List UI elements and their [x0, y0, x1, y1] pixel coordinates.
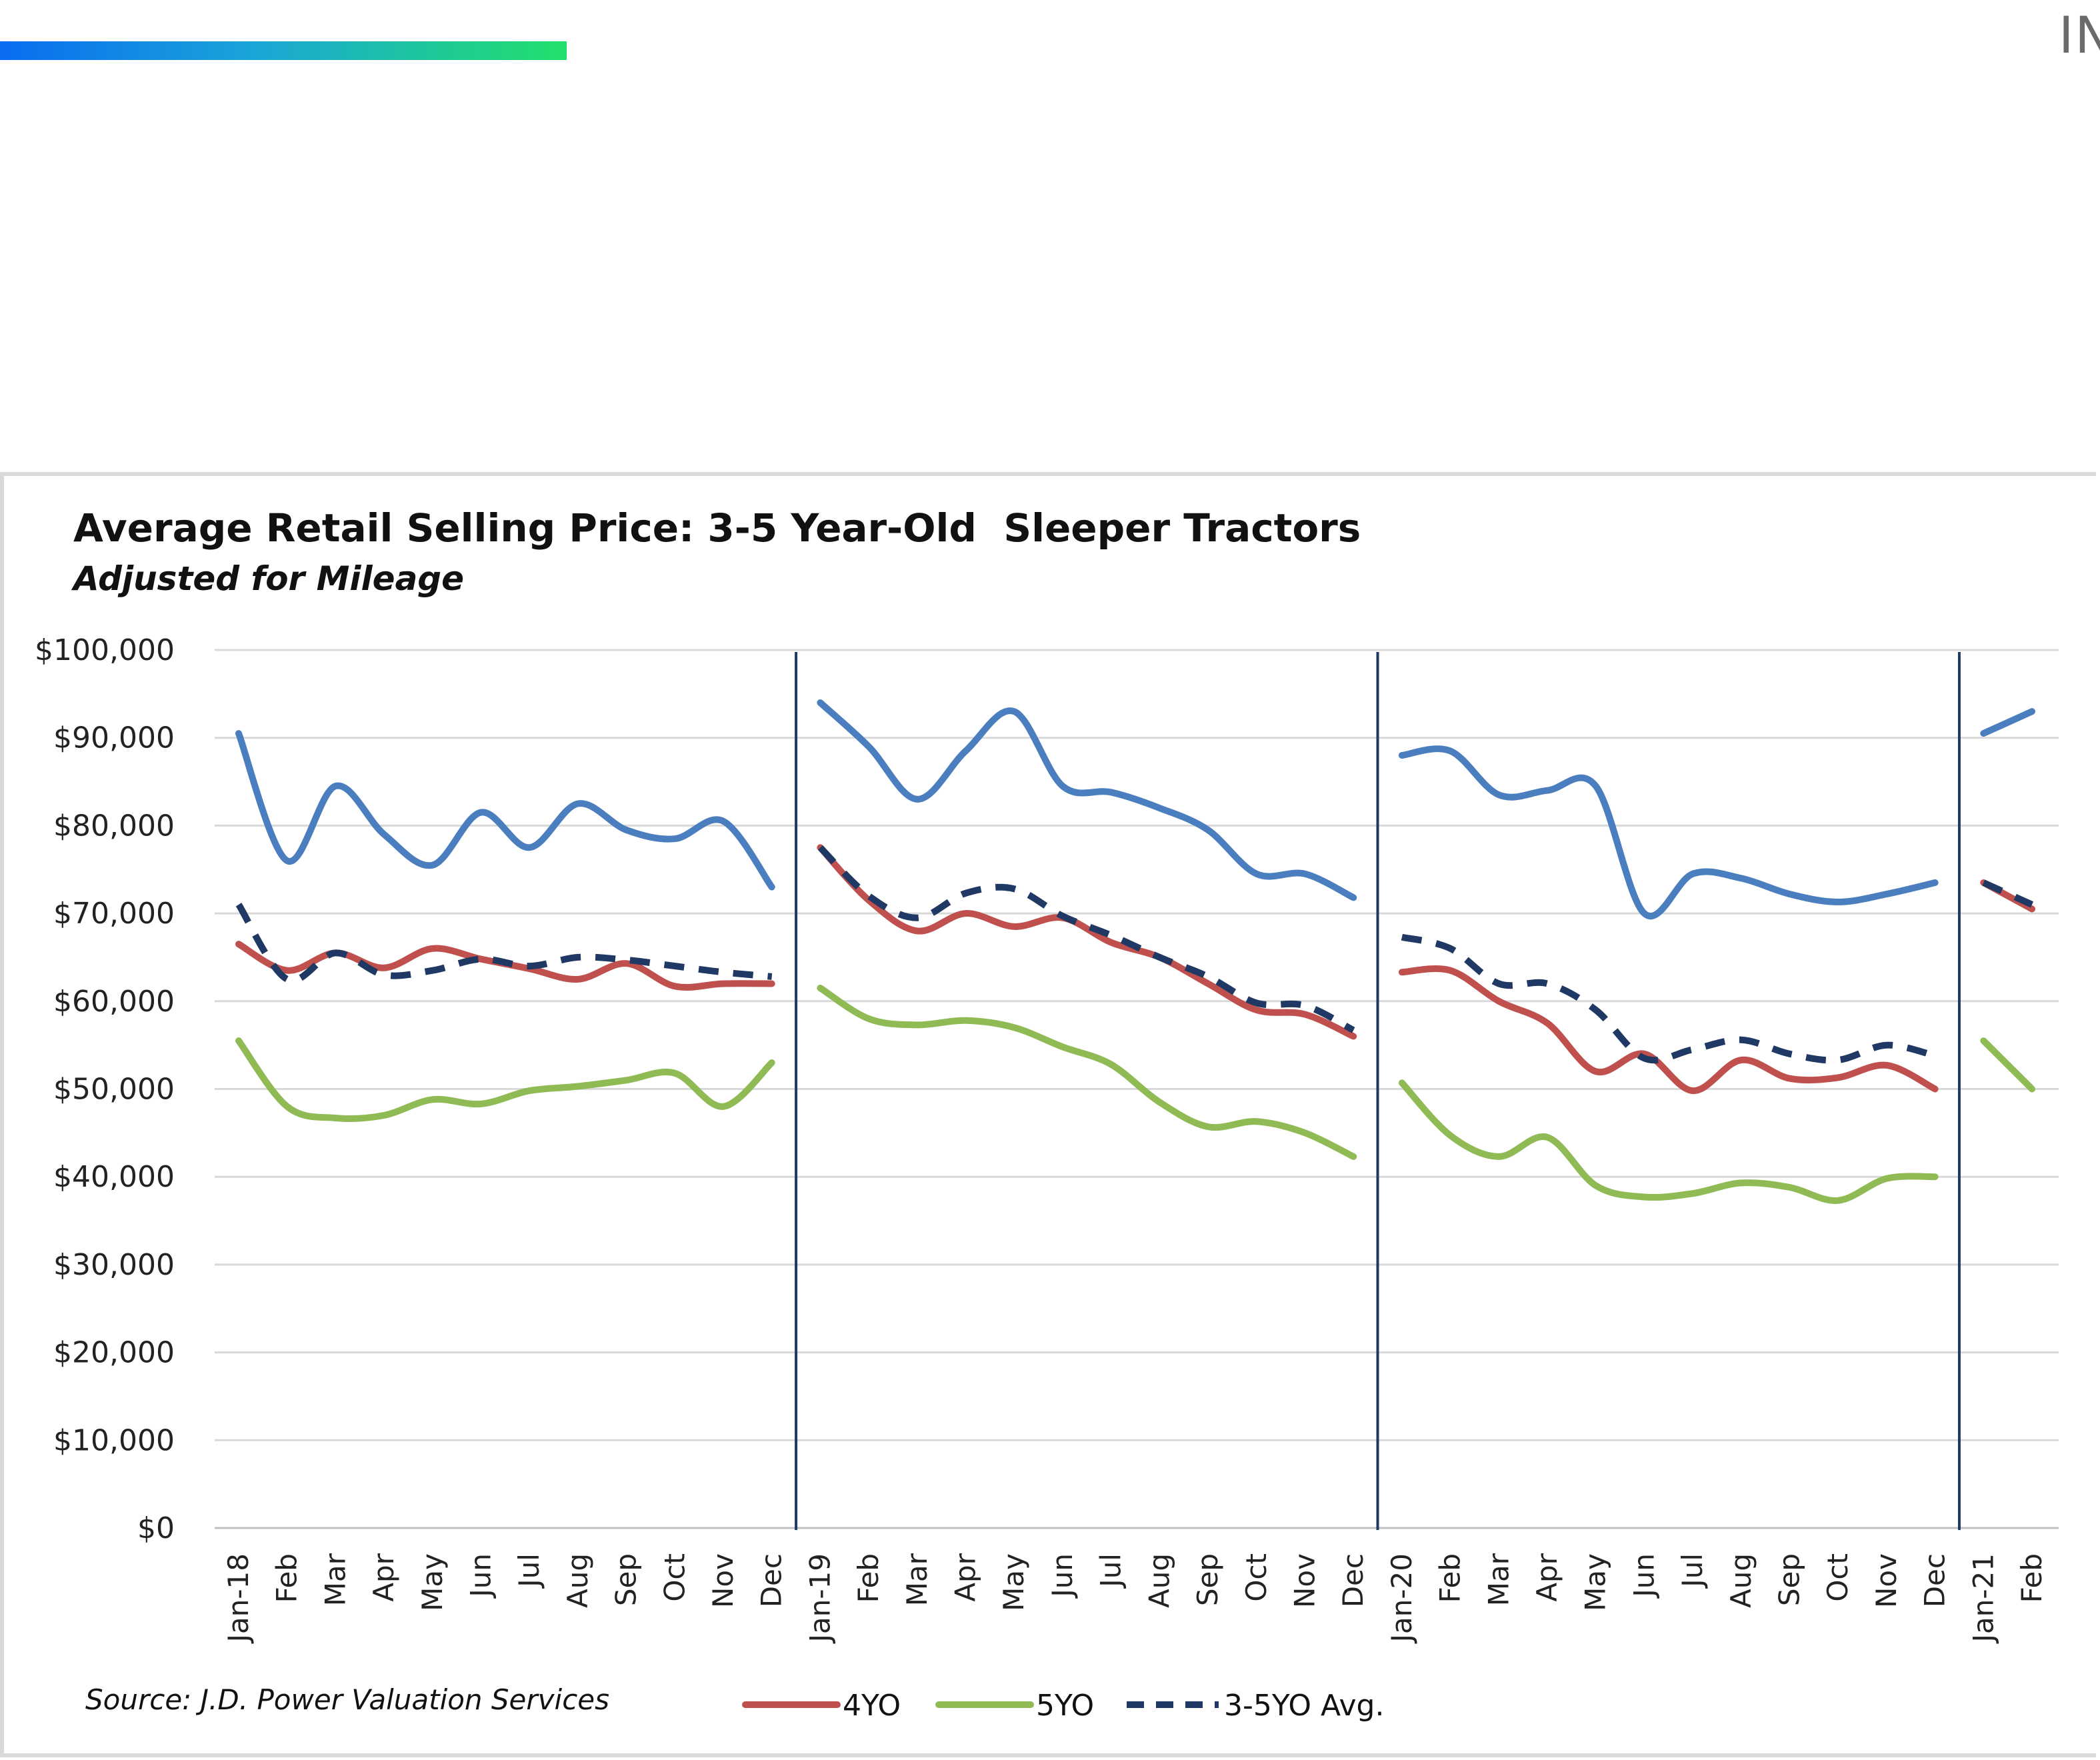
x-tick-label: Feb [2015, 1553, 2048, 1603]
x-tick-label: Mar [1482, 1553, 1515, 1606]
x-tick-label: Oct [658, 1553, 691, 1602]
series-lines [235, 699, 2035, 1204]
x-tick-label: Nov [1288, 1553, 1321, 1608]
x-tick-label: Mar [901, 1553, 933, 1606]
series-line-3-5yo-avg [235, 903, 773, 984]
series-line-top [235, 730, 775, 891]
x-tick-label: Jun [465, 1553, 497, 1599]
y-tick-label: $50,000 [53, 1073, 175, 1107]
x-tick-label: Nov [1870, 1553, 1903, 1608]
header-corner-text: IN [2059, 5, 2100, 65]
x-tick-label: Jan-19 [803, 1553, 836, 1644]
x-tick-label: Mar [319, 1553, 351, 1606]
x-tick-label: Jul [513, 1553, 545, 1589]
x-tick-label: Feb [271, 1553, 303, 1603]
chart-frame [0, 472, 2096, 1757]
x-tick-label: Sep [1773, 1553, 1805, 1606]
x-tick-label: Jul [1095, 1553, 1127, 1589]
header-accent-bar [0, 41, 567, 60]
x-tick-label: Nov [707, 1553, 739, 1608]
legend-label: 5YO [1036, 1689, 1094, 1723]
x-tick-label: Jun [1627, 1553, 1660, 1599]
y-tick-label: $40,000 [53, 1160, 175, 1194]
series-line-top [1398, 745, 1939, 919]
y-tick-label: $0 [137, 1511, 175, 1545]
x-tick-label: Apr [367, 1553, 400, 1601]
year-dividers [795, 652, 1961, 1530]
x-tick-label: Jan-20 [1385, 1553, 1418, 1644]
x-tick-label: Oct [1240, 1553, 1273, 1602]
y-tick-label: $10,000 [53, 1423, 175, 1457]
y-axis-ticks: $0 $10,000 $20,000 $30,000 $40,000 $50,000 $60… [35, 633, 175, 1545]
series-line-5yo [1980, 1037, 2035, 1093]
series-line-3-5yo-avg [1982, 879, 2034, 908]
x-tick-label: Jan-21 [1967, 1553, 1999, 1644]
x-tick-label: May [997, 1553, 1030, 1611]
series-line-top [817, 699, 1357, 901]
legend-label: 4YO [843, 1689, 901, 1723]
y-tick-label: $90,000 [53, 721, 175, 755]
chart-source: Source: J.D. Power Valuation Services [85, 1683, 609, 1716]
x-tick-label: Apr [949, 1553, 982, 1601]
chart-subtitle: Adjusted for Mileage [71, 559, 464, 598]
y-tick-label: $100,000 [35, 633, 175, 667]
y-tick-label: $80,000 [53, 809, 175, 843]
x-tick-label: Feb [1434, 1553, 1467, 1603]
x-tick-label: May [1579, 1553, 1612, 1611]
series-line-3-5yo-avg [1401, 933, 1936, 1064]
series-line-5yo [235, 1037, 775, 1122]
series-line-5yo [1398, 1079, 1939, 1204]
series-line-4yo [817, 844, 1357, 1040]
x-tick-label: Aug [1143, 1553, 1175, 1608]
legend-label: 3-5YO Avg. [1224, 1689, 1384, 1723]
series-line-3-5yo-avg [817, 845, 1355, 1033]
x-tick-label: May [416, 1553, 449, 1611]
x-tick-label: Dec [1919, 1553, 1951, 1607]
x-tick-label: Jun [1046, 1553, 1079, 1599]
x-tick-label: Sep [610, 1553, 643, 1606]
series-line-5yo [817, 985, 1357, 1160]
y-tick-label: $70,000 [53, 897, 175, 931]
x-tick-label: Jan-18 [222, 1553, 255, 1644]
gridlines [215, 649, 2059, 1529]
x-tick-label: Dec [755, 1553, 788, 1607]
x-tick-label: Apr [1531, 1553, 1563, 1601]
x-tick-label: Oct [1821, 1553, 1854, 1602]
x-tick-label: Dec [1337, 1553, 1369, 1607]
chart-title: Average Retail Selling Price: 3-5 Year-O… [73, 505, 1361, 551]
series-line-top [1980, 708, 2035, 737]
x-tick-label: Feb [852, 1553, 885, 1603]
series-line-4yo [1398, 965, 1939, 1095]
legend: 4YO 5YO 3-5YO Avg. [742, 1689, 1384, 1723]
y-tick-label: $30,000 [53, 1248, 175, 1282]
x-tick-label: Jul [1676, 1553, 1709, 1589]
x-tick-label: Aug [1725, 1553, 1757, 1608]
y-tick-label: $20,000 [53, 1336, 175, 1370]
x-tick-label: Aug [561, 1553, 594, 1608]
y-tick-label: $60,000 [53, 985, 175, 1019]
x-axis-ticks: Jan-18 Feb Mar Apr May Jun Jul Aug Sep Oct Nov Dec J… [222, 1553, 2048, 1644]
x-tick-label: Sep [1191, 1553, 1224, 1606]
